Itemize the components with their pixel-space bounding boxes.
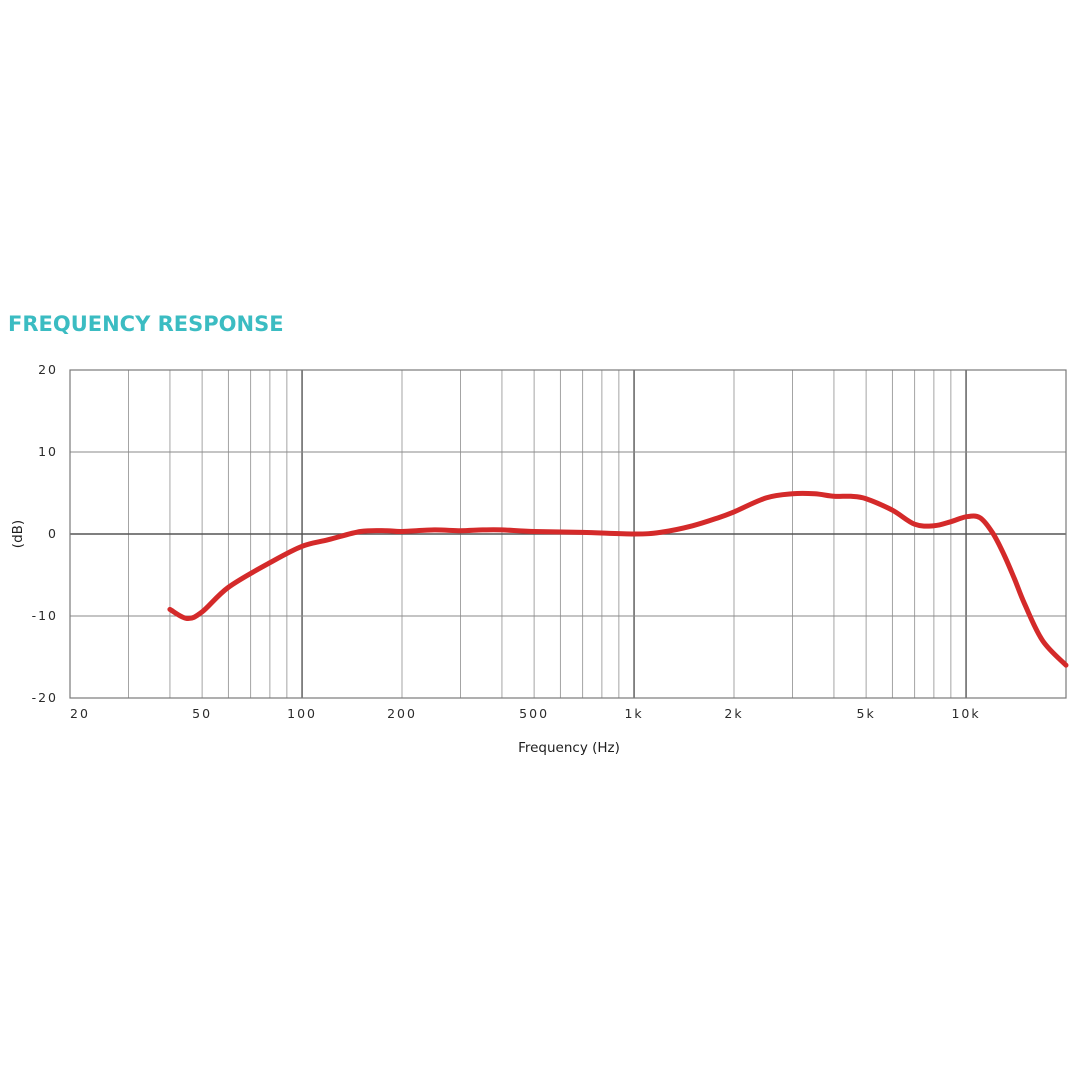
x-tick-label: 100 [287, 706, 317, 721]
x-tick-label: 2k [724, 706, 743, 721]
frequency-response-line [167, 490, 1069, 668]
x-tick-label: 200 [387, 706, 417, 721]
series-layer [167, 490, 1069, 668]
x-tick-label: 10k [951, 706, 980, 721]
y-tick-label: 10 [38, 444, 58, 459]
y-axis-label: (dB) [10, 520, 26, 548]
y-tick-label: -20 [32, 690, 58, 705]
y-tick-label: -10 [32, 608, 58, 623]
plot-frame [69, 369, 1067, 699]
x-tick-label: 500 [519, 706, 549, 721]
chart-title: FREQUENCY RESPONSE [8, 312, 284, 336]
y-tick-label: 20 [38, 362, 58, 377]
x-tick-label: 20 [70, 706, 90, 721]
y-axis-ticks: 20 10 0 -10 -20 [32, 362, 58, 705]
x-tick-label: 5k [857, 706, 876, 721]
x-tick-label: 50 [192, 706, 212, 721]
y-tick-label: 0 [48, 526, 58, 541]
x-axis-label: Frequency (Hz) [518, 740, 620, 756]
x-tick-label: 1k [624, 706, 643, 721]
x-axis-ticks: 20 50 100 200 500 1k 2k 5k 10k [70, 706, 980, 721]
